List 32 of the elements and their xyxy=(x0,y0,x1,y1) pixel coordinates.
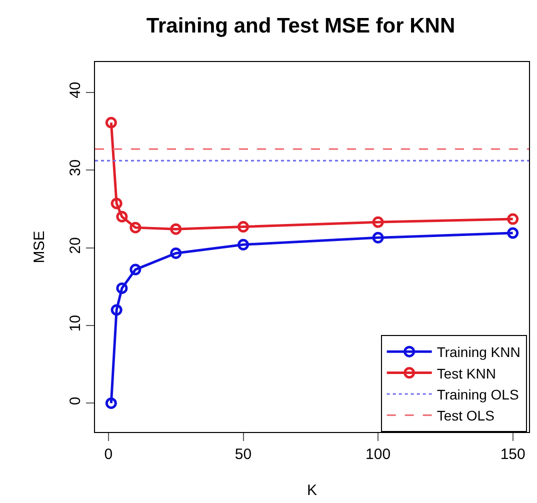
point xyxy=(105,397,117,409)
y-tick-label: 40 xyxy=(66,82,84,98)
y-tick-label: 10 xyxy=(66,314,84,332)
point xyxy=(130,222,142,234)
point xyxy=(507,227,519,239)
x-tick-label: 100 xyxy=(366,446,391,464)
y-tick-label: 0 xyxy=(66,396,84,406)
point xyxy=(110,198,122,210)
legend-label: Test OLS xyxy=(436,408,494,424)
point xyxy=(372,232,384,244)
y-tick-label: 30 xyxy=(66,159,84,176)
point xyxy=(238,221,250,233)
y-axis-title: MSE xyxy=(31,230,48,264)
point xyxy=(116,282,128,294)
x-tick-label: 0 xyxy=(104,446,113,464)
x-tick-label: 150 xyxy=(500,446,526,464)
x-axis-title: K xyxy=(306,482,318,500)
chart-title: Training and Test MSE for KNN xyxy=(146,14,456,38)
point xyxy=(116,210,128,222)
point xyxy=(110,304,122,316)
point xyxy=(105,116,117,128)
point xyxy=(238,238,250,250)
y-tick-label: 20 xyxy=(66,237,84,254)
point xyxy=(170,247,182,259)
point xyxy=(170,223,182,235)
legend-label: Training KNN xyxy=(436,344,520,360)
point xyxy=(507,213,519,225)
x-tick-label: 50 xyxy=(234,446,252,464)
point xyxy=(130,264,142,276)
point xyxy=(372,216,384,228)
legend-label: Training OLS xyxy=(436,386,519,402)
legend-label: Test KNN xyxy=(436,365,496,382)
